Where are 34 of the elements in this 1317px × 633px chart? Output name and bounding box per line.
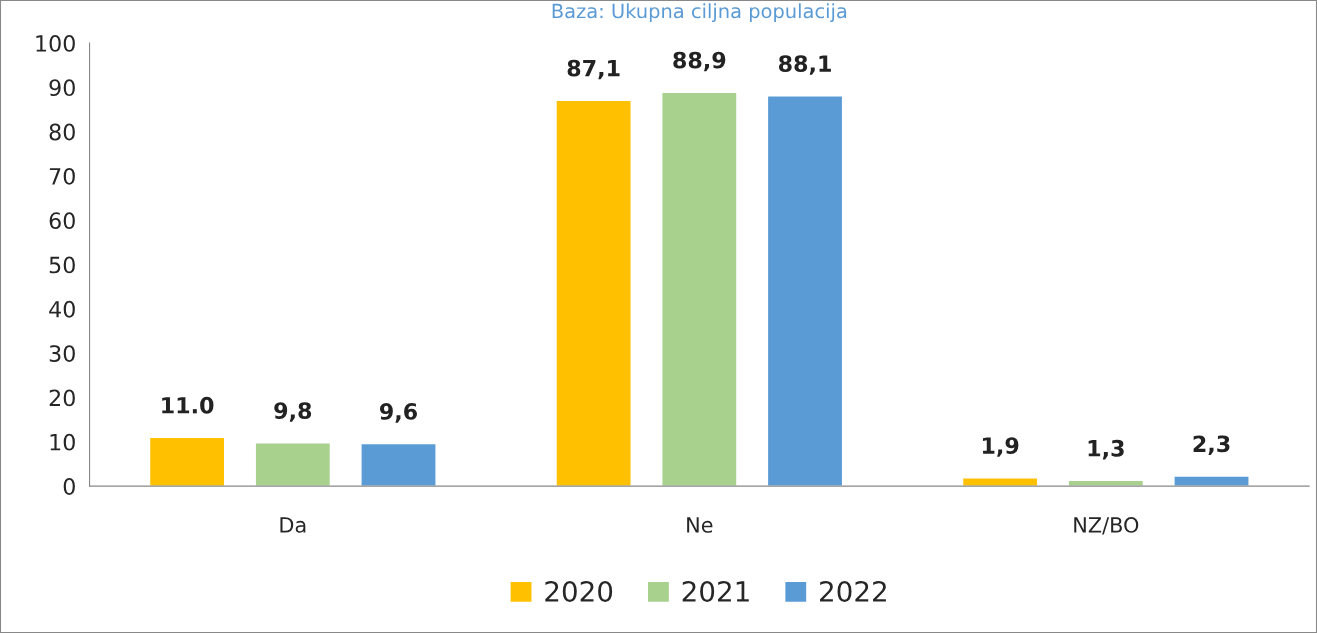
data-label: 88,1: [778, 55, 831, 75]
y-tick-label: 0: [63, 478, 75, 495]
bar: [555, 99, 632, 487]
bar: [1173, 475, 1250, 487]
y-tick-label: 40: [49, 300, 75, 318]
data-label: 2,3: [1193, 435, 1230, 456]
bar: [661, 91, 738, 487]
legend-label: 2021: [682, 580, 749, 602]
y-tick-label: 50: [49, 256, 75, 274]
data-label: 88,9: [673, 51, 726, 72]
data-label: 9,8: [274, 402, 312, 422]
data-label: 1,9: [982, 437, 1019, 457]
x-tick-label: Da: [280, 517, 306, 533]
data-label: 1,3: [1088, 439, 1124, 460]
bar: [360, 442, 437, 487]
x-tick-label: NZ/BO: [1074, 517, 1139, 535]
data-label: 11.0: [162, 396, 214, 414]
y-tick-label: 100: [36, 34, 75, 52]
legend-label: 2020: [545, 580, 613, 602]
data-label: 9,6: [379, 403, 417, 423]
y-tick-label: 70: [49, 167, 75, 185]
y-tick-label: 30: [49, 345, 75, 362]
y-tick-label: 90: [49, 79, 75, 97]
x-tick-label: Ne: [687, 517, 713, 533]
legend-label: 2022: [820, 580, 886, 602]
bar: [766, 95, 844, 487]
y-tick-label: 60: [49, 212, 75, 230]
y-tick-label: 20: [49, 389, 75, 407]
bar: [254, 442, 332, 487]
chart-title: Baza: Ukupna ciljna populacija: [552, 3, 847, 23]
bar: [148, 436, 226, 487]
y-tick-label: 10: [50, 433, 75, 451]
y-tick-label: 80: [49, 123, 75, 141]
data-label: 87,1: [567, 59, 620, 80]
